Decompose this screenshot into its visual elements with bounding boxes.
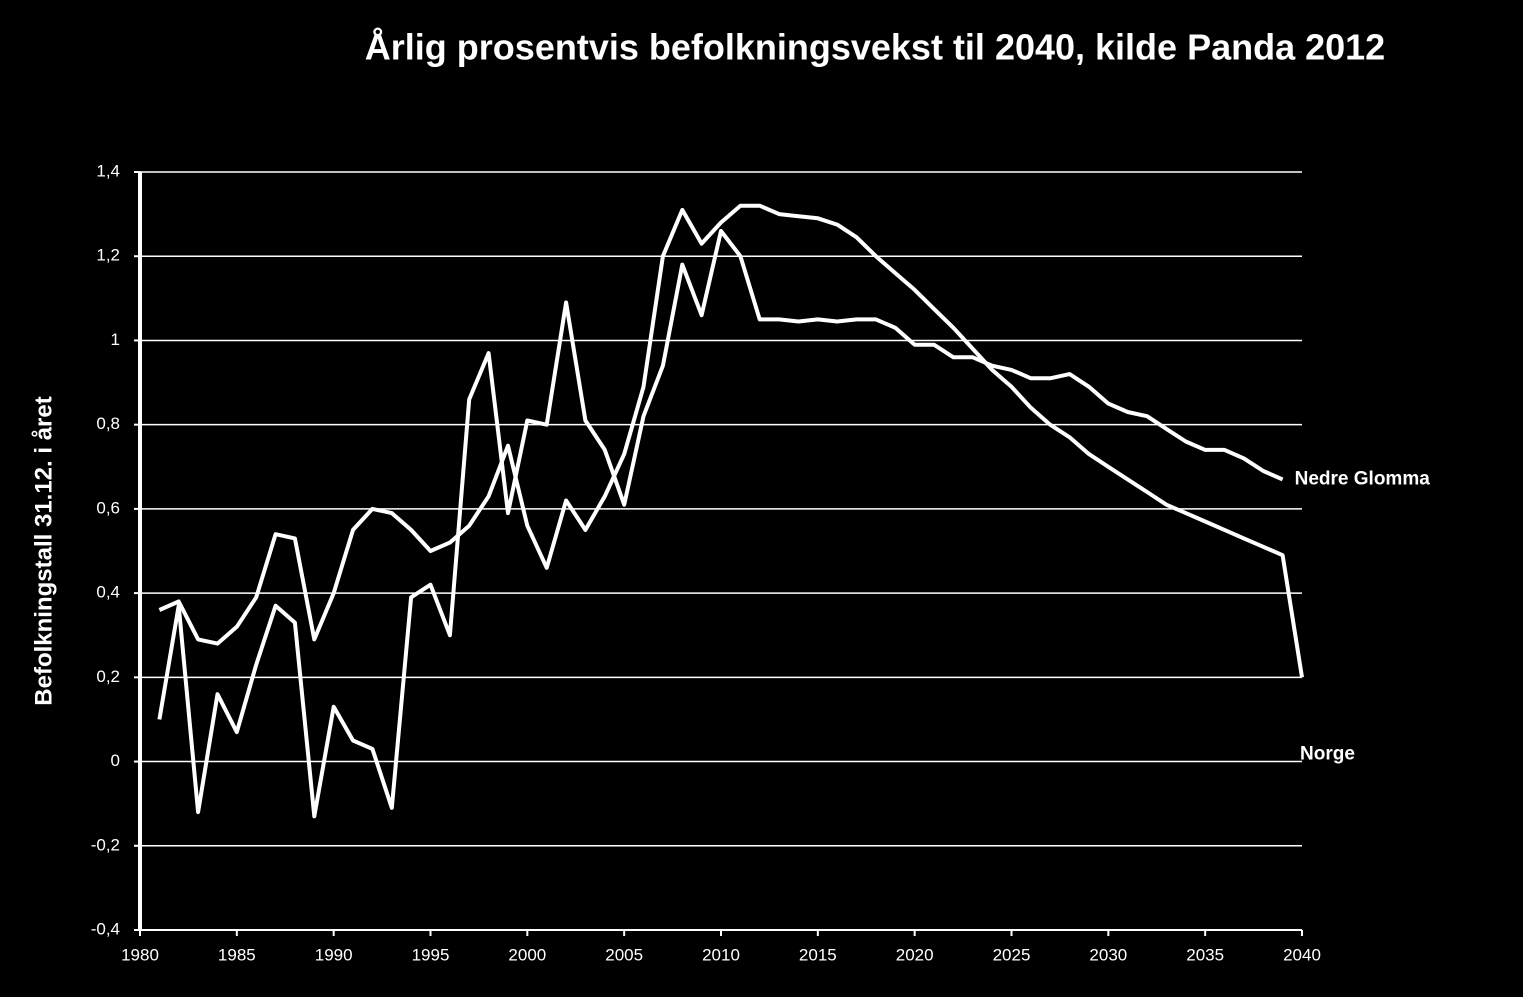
series-label: Nedre Glomma <box>1295 468 1431 489</box>
y-tick-label: 0,8 <box>96 414 120 433</box>
y-tick-label: 0,4 <box>96 583 120 602</box>
x-tick-label: 1985 <box>218 945 256 964</box>
y-tick-label: 0,6 <box>96 498 120 517</box>
series-label: Norge <box>1300 743 1355 764</box>
y-tick-label: 1,4 <box>96 161 120 180</box>
x-tick-label: 2030 <box>1089 945 1127 964</box>
x-tick-label: 2035 <box>1186 945 1224 964</box>
x-tick-label: 1980 <box>121 945 159 964</box>
x-tick-label: 2005 <box>605 945 643 964</box>
x-tick-label: 2010 <box>702 945 740 964</box>
series-line <box>157 229 1284 819</box>
chart-title: Årlig prosentvis befolkningsvekst til 20… <box>365 27 1385 68</box>
y-tick-label: 0 <box>111 751 120 770</box>
x-tick-label: 2015 <box>799 945 837 964</box>
y-tick-label: 0,2 <box>96 667 120 686</box>
y-tick-label: 1,2 <box>96 246 120 265</box>
x-tick-label: 1990 <box>315 945 353 964</box>
y-axis-label: Befolkningstall 31.12. i året <box>30 396 57 705</box>
y-tick-label: -0,2 <box>91 835 120 854</box>
y-tick-label: -0,4 <box>91 919 120 938</box>
x-tick-label: 2025 <box>993 945 1031 964</box>
series-line <box>158 203 1304 678</box>
y-tick-label: 1 <box>111 330 120 349</box>
x-tick-label: 1995 <box>412 945 450 964</box>
x-tick-label: 2040 <box>1283 945 1321 964</box>
x-tick-label: 2020 <box>896 945 934 964</box>
x-tick-label: 2000 <box>508 945 546 964</box>
